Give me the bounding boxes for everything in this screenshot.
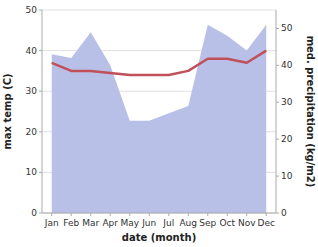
y2-tick: [276, 213, 279, 214]
x-tick: [149, 213, 150, 216]
x-tick-label: Sep: [199, 218, 216, 228]
x-tick-label: Jan: [44, 218, 59, 228]
grid-line: [42, 10, 276, 11]
y2-tick-label: 10: [281, 171, 293, 181]
x-tick: [168, 213, 169, 216]
chart: Jan FebMarAprMayJun Jul AugSepOctNovDec 0 10 2…: [0, 0, 318, 247]
x-tick: [110, 213, 111, 216]
y2-tick-label: 20: [281, 134, 293, 144]
chart-container: Jan FebMarAprMayJun Jul AugSepOctNovDec 0 10 2…: [0, 0, 318, 247]
x-tick-label: Jul: [162, 218, 174, 228]
y-axis-label: max temp (C): [2, 73, 13, 149]
y-tick: [39, 91, 42, 92]
axes: Jan FebMarAprMayJun Jul AugSepOctNovDec 0 10 2…: [26, 5, 293, 228]
precipitation-area: [52, 25, 267, 213]
y2-axis-line: [276, 10, 277, 213]
y2-tick: [276, 65, 279, 66]
x-tick: [266, 213, 267, 216]
y-tick: [39, 50, 42, 51]
y-tick: [39, 131, 42, 132]
y2-tick: [276, 28, 279, 29]
y2-tick: [276, 139, 279, 140]
x-tick: [90, 213, 91, 216]
y-tick-label: 0: [31, 208, 37, 218]
x-tick-label: Aug: [179, 218, 197, 228]
y-tick: [39, 10, 42, 11]
x-tick: [188, 213, 189, 216]
y-tick-label: 40: [26, 46, 38, 56]
y2-axis-label: med. precipitation (kg/m2): [305, 36, 316, 188]
x-tick: [227, 213, 228, 216]
x-tick-label: Oct: [219, 218, 235, 228]
y2-tick: [276, 176, 279, 177]
x-tick-label: Jun: [141, 218, 156, 228]
y-axis-line: [42, 10, 43, 213]
x-tick-label: Dec: [258, 218, 275, 228]
grid: [42, 10, 276, 213]
y-tick: [39, 213, 42, 214]
y2-tick-label: 40: [281, 60, 293, 70]
y2-tick: [276, 102, 279, 103]
x-tick-label: Nov: [238, 218, 256, 228]
x-tick-label: Apr: [102, 218, 118, 228]
y-tick: [39, 172, 42, 173]
x-tick: [246, 213, 247, 216]
plot-area: [52, 25, 267, 213]
y2-tick-label: 0: [281, 208, 287, 218]
x-tick: [71, 213, 72, 216]
x-tick: [51, 213, 52, 216]
x-tick: [207, 213, 208, 216]
y-tick-label: 20: [26, 127, 38, 137]
grid-line: [42, 213, 276, 214]
x-tick-label: Mar: [82, 218, 99, 228]
y2-tick-label: 50: [281, 23, 293, 33]
x-tick: [129, 213, 130, 216]
x-tick-label: May: [120, 218, 139, 228]
y-tick-label: 50: [26, 5, 38, 15]
y-tick-label: 10: [26, 167, 38, 177]
temperature-line: [52, 51, 267, 75]
x-tick-label: Feb: [63, 218, 79, 228]
x-axis-line: [42, 213, 276, 214]
y2-tick-label: 30: [281, 97, 293, 107]
y-tick-label: 30: [26, 86, 38, 96]
x-axis-label: date (month): [122, 232, 196, 243]
